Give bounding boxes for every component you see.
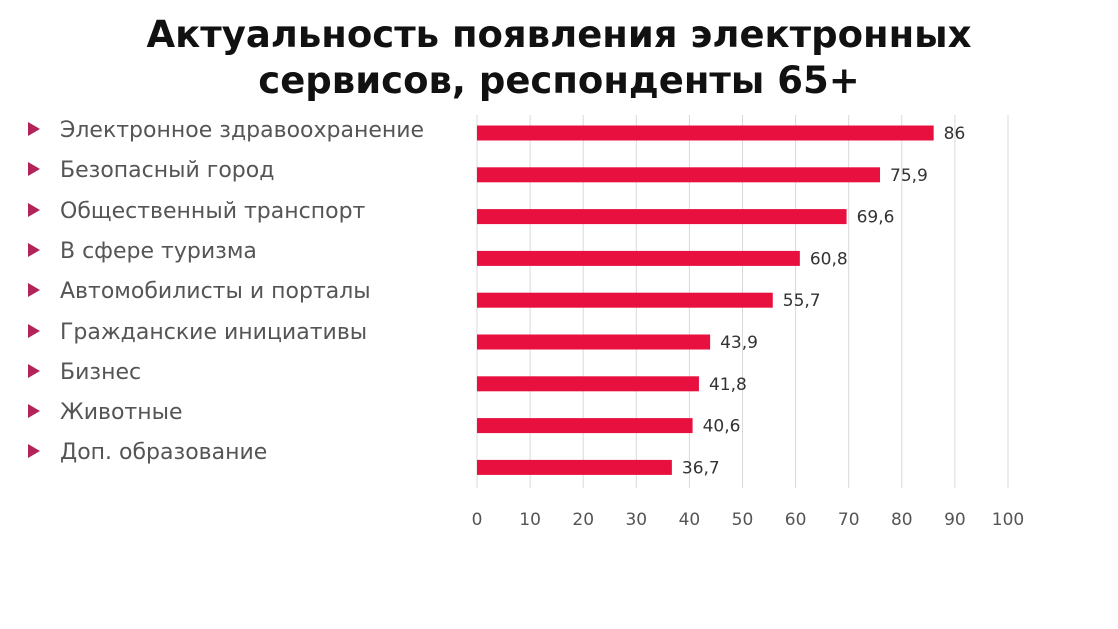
triangle-bullet-icon — [28, 444, 40, 459]
x-tick-label: 60 — [785, 510, 807, 530]
triangle-bullet-icon — [28, 363, 40, 378]
triangle-bullet-icon — [28, 122, 40, 136]
bar — [477, 459, 672, 475]
chart-title-line-2: сервисов, респонденты 65+ — [258, 59, 860, 102]
category-label: Электронное здравоохранение — [28, 116, 424, 146]
data-label: 69,6 — [857, 208, 895, 228]
category-label: Безопасный город — [28, 156, 274, 186]
data-label: 75,9 — [890, 166, 928, 186]
category-label-text: Общественный транспорт — [60, 198, 366, 224]
data-label: 60,8 — [810, 249, 848, 269]
category-label-text: Гражданские инициативы — [60, 319, 368, 345]
bar — [477, 209, 847, 225]
data-label: 36,7 — [682, 458, 720, 478]
x-tick-label: 50 — [732, 510, 754, 530]
category-label: Общественный транспорт — [28, 197, 365, 227]
x-tick-label: 70 — [838, 510, 860, 530]
triangle-bullet-icon — [28, 162, 40, 177]
category-label: В сфере туризма — [28, 237, 257, 267]
x-tick-label: 0 — [472, 510, 483, 530]
data-label: 55,7 — [783, 291, 821, 311]
category-label: Бизнес — [28, 358, 141, 388]
category-label: Доп. образование — [28, 438, 267, 468]
bar — [477, 376, 699, 392]
bar — [477, 250, 800, 266]
triangle-bullet-icon — [28, 404, 40, 419]
bar — [477, 292, 773, 308]
x-tick-label: 90 — [944, 510, 966, 530]
triangle-bullet-icon — [28, 283, 40, 298]
category-label: Животные — [28, 398, 183, 428]
category-label-text: Животные — [60, 400, 183, 426]
chart-title-line-1: Актуальность появления электронных — [146, 13, 972, 56]
bar — [477, 418, 693, 434]
data-label: 86 — [944, 124, 966, 144]
category-label: Гражданские инициативы — [28, 318, 367, 348]
category-label-text: В сфере туризма — [60, 238, 257, 264]
bar — [477, 125, 934, 141]
category-label-text: Электронное здравоохранение — [60, 118, 425, 143]
x-tick-label: 100 — [992, 510, 1024, 530]
category-label-text: Бизнес — [60, 359, 142, 385]
chart-title: Актуальность появления электронных серви… — [0, 12, 1118, 104]
bar — [477, 334, 711, 350]
category-label-text: Безопасный город — [60, 158, 275, 184]
x-tick-label: 30 — [625, 510, 647, 530]
bar — [477, 167, 881, 183]
data-label: 41,8 — [709, 375, 747, 395]
x-tick-label: 10 — [519, 510, 541, 530]
data-label: 43,9 — [720, 333, 758, 353]
x-tick-label: 20 — [572, 510, 594, 530]
category-label-text: Автомобилисты и порталы — [60, 279, 371, 305]
x-tick-label: 80 — [891, 510, 913, 530]
category-label: Автомобилисты и порталы — [28, 277, 371, 307]
triangle-bullet-icon — [28, 323, 40, 338]
category-label-text: Доп. образование — [60, 440, 268, 466]
triangle-bullet-icon — [28, 202, 40, 217]
x-tick-label: 40 — [679, 510, 701, 530]
triangle-bullet-icon — [28, 242, 40, 257]
data-label: 40,6 — [703, 417, 741, 437]
